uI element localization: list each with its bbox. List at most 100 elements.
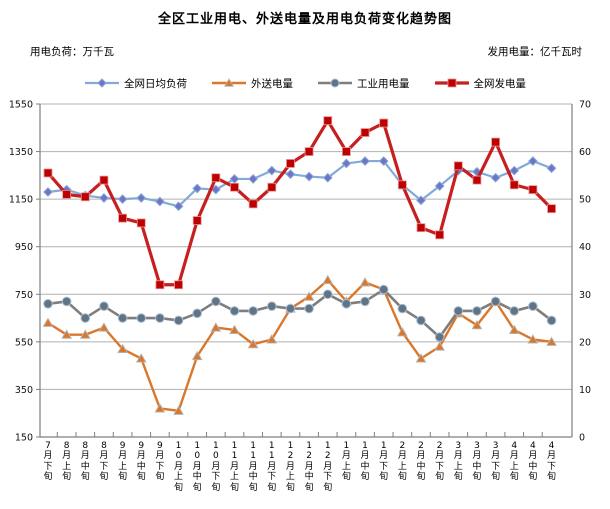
diamond-marker-icon xyxy=(490,172,501,183)
circle-marker-icon xyxy=(378,284,389,295)
circle-marker-icon xyxy=(416,315,426,326)
left-axis-tick-label: 1350 xyxy=(9,147,33,158)
square-marker-icon xyxy=(434,78,469,88)
diamond-marker-icon xyxy=(136,193,147,203)
triangle-marker-icon xyxy=(210,322,222,332)
series-line xyxy=(47,278,552,413)
circle-marker-icon xyxy=(61,296,72,307)
legend-item-grid-daily-load: 全网日均负荷 xyxy=(84,76,187,91)
triangle-marker-icon xyxy=(546,336,557,346)
square-marker-icon xyxy=(323,116,333,126)
square-marker-icon xyxy=(155,280,165,290)
square-marker-icon xyxy=(192,216,202,225)
triangle-marker-icon xyxy=(135,353,147,363)
circle-marker-icon xyxy=(285,303,296,314)
diamond-marker-icon xyxy=(434,181,445,191)
square-marker-icon xyxy=(491,137,501,147)
triangle-marker-icon xyxy=(79,329,91,339)
right-axis-tick-label: 0 xyxy=(579,433,585,444)
legend-item-outbound-electricity: 外送电量 xyxy=(211,76,293,91)
series-line xyxy=(47,288,553,339)
right-axis-unit-label: 发用电量：亿千瓦时 xyxy=(487,46,583,58)
diamond-marker-icon xyxy=(43,187,53,197)
square-marker-icon xyxy=(435,230,445,240)
triangle-marker-icon xyxy=(98,322,110,332)
circle-marker-icon xyxy=(117,313,128,323)
square-marker-icon xyxy=(304,147,314,156)
square-marker-icon xyxy=(416,223,426,233)
triangle-marker-icon xyxy=(154,403,166,413)
diamond-marker-icon xyxy=(248,174,259,184)
triangle-marker-icon xyxy=(471,319,483,330)
left-axis-tick-label: 1150 xyxy=(9,195,33,206)
square-marker-icon xyxy=(547,204,556,214)
square-marker-icon xyxy=(360,128,370,137)
circle-marker-icon xyxy=(99,301,109,311)
triangle-marker-icon xyxy=(247,338,259,349)
legend: 全网日均负荷 外送电量 工业用电量 全网发电量 xyxy=(0,74,610,92)
square-marker-icon xyxy=(453,161,463,171)
legend-label: 全网发电量 xyxy=(473,77,527,90)
circle-marker-icon xyxy=(472,306,482,316)
legend-item-grid-generation: 全网发电量 xyxy=(434,76,527,91)
right-axis-tick-label: 20 xyxy=(579,337,591,348)
square-marker-icon xyxy=(379,118,389,128)
circle-marker-icon xyxy=(192,308,202,319)
square-marker-icon xyxy=(174,280,183,290)
square-marker-icon xyxy=(80,192,90,202)
triangle-marker-icon xyxy=(266,334,278,344)
square-marker-icon xyxy=(99,175,109,185)
left-axis-tick-label: 1550 xyxy=(9,100,33,111)
diamond-marker-icon xyxy=(360,156,370,166)
legend-label: 工业用电量 xyxy=(357,77,410,90)
diamond-marker-icon xyxy=(304,171,315,182)
square-marker-icon xyxy=(509,180,519,190)
series-line xyxy=(46,119,553,287)
diamond-marker-icon xyxy=(173,201,184,212)
left-axis-unit-label: 用电负荷：万千瓦 xyxy=(30,46,114,58)
square-marker-icon xyxy=(341,147,351,156)
triangle-marker-icon xyxy=(322,274,334,285)
diamond-marker-icon xyxy=(154,196,165,207)
right-axis-tick-label: 10 xyxy=(579,385,591,396)
triangle-marker-icon xyxy=(61,329,73,339)
diamond-marker-icon xyxy=(117,194,128,205)
left-axis-tick-label: 550 xyxy=(15,337,33,348)
circle-marker-icon xyxy=(322,289,333,300)
triangle-marker-icon xyxy=(191,350,203,361)
circle-marker-icon xyxy=(248,306,258,316)
triangle-marker-icon xyxy=(303,291,315,301)
circle-marker-icon xyxy=(490,296,501,307)
circle-marker-icon xyxy=(173,315,184,326)
square-marker-icon xyxy=(472,175,482,185)
right-axis-tick-label: 30 xyxy=(579,290,591,301)
diamond-marker-icon xyxy=(378,156,389,166)
circle-marker-icon xyxy=(434,332,445,342)
diamond-marker-icon xyxy=(546,163,557,174)
right-axis-tick-label: 70 xyxy=(579,100,591,111)
circle-marker-icon xyxy=(528,301,538,311)
triangle-marker-icon xyxy=(434,341,446,351)
